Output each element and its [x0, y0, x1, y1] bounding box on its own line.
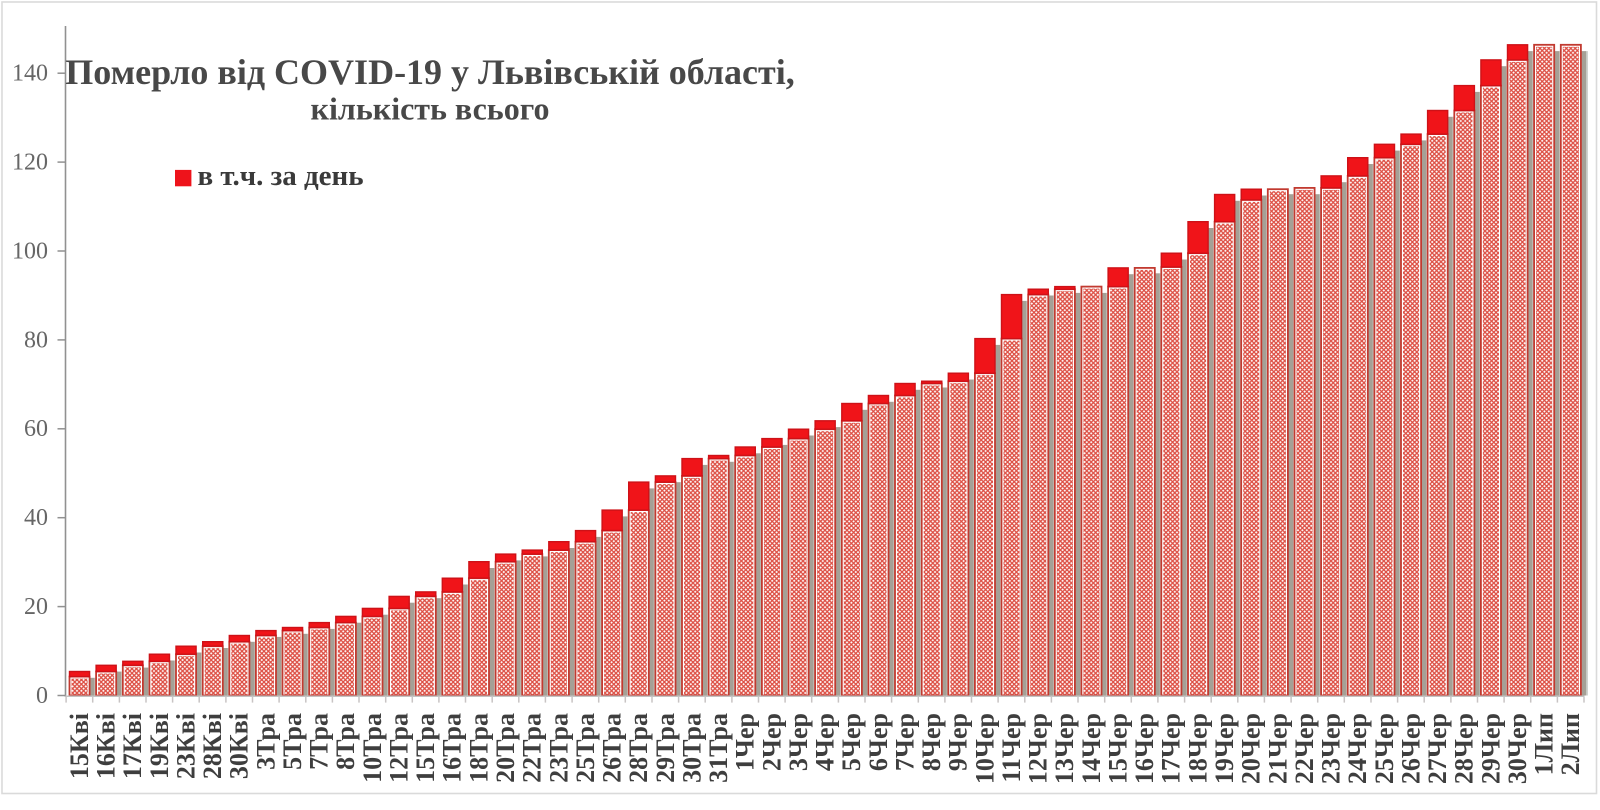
svg-text:28Тра: 28Тра	[624, 713, 653, 783]
svg-text:1Чер: 1Чер	[731, 713, 760, 771]
svg-text:21Чер: 21Чер	[1263, 713, 1292, 784]
svg-text:23Чер: 23Чер	[1317, 713, 1346, 784]
svg-text:80: 80	[24, 327, 48, 353]
svg-text:0: 0	[36, 683, 48, 709]
svg-text:20: 20	[24, 594, 48, 620]
svg-text:23Тра: 23Тра	[544, 713, 573, 783]
svg-text:22Тра: 22Тра	[518, 713, 547, 783]
svg-text:24Чер: 24Чер	[1343, 713, 1372, 784]
svg-text:25Чер: 25Чер	[1370, 713, 1399, 784]
svg-text:4Чер: 4Чер	[811, 713, 840, 771]
svg-text:19Кві: 19Кві	[145, 713, 174, 779]
svg-text:8Чер: 8Чер	[917, 713, 946, 771]
svg-text:25Тра: 25Тра	[571, 713, 600, 783]
svg-text:16Чер: 16Чер	[1130, 713, 1159, 784]
svg-text:20Чер: 20Чер	[1237, 713, 1266, 784]
svg-text:10Чер: 10Чер	[970, 713, 999, 784]
svg-text:140: 140	[12, 61, 48, 87]
svg-text:13Чер: 13Чер	[1050, 713, 1079, 784]
svg-text:6Чер: 6Чер	[864, 713, 893, 771]
svg-text:7Чер: 7Чер	[890, 713, 919, 771]
svg-text:3Чер: 3Чер	[784, 713, 813, 771]
svg-text:30Тра: 30Тра	[677, 713, 706, 783]
svg-text:30Кві: 30Кві	[225, 713, 254, 779]
svg-text:15Кві: 15Кві	[65, 713, 94, 779]
svg-text:29Тра: 29Тра	[651, 713, 680, 783]
svg-text:28Кві: 28Кві	[198, 713, 227, 779]
svg-text:30Чер: 30Чер	[1503, 713, 1532, 784]
svg-text:10Тра: 10Тра	[358, 713, 387, 783]
svg-text:100: 100	[12, 238, 48, 264]
svg-text:26Тра: 26Тра	[598, 713, 627, 783]
svg-text:8Тра: 8Тра	[331, 713, 360, 770]
svg-text:18Чер: 18Чер	[1183, 713, 1212, 784]
svg-text:7Тра: 7Тра	[305, 713, 334, 770]
svg-text:15Тра: 15Тра	[411, 713, 440, 783]
svg-text:5Чер: 5Чер	[837, 713, 866, 771]
svg-text:11Чер: 11Чер	[997, 713, 1026, 783]
svg-text:17Чер: 17Чер	[1157, 713, 1186, 784]
svg-text:16Кві: 16Кві	[92, 713, 121, 779]
svg-text:29Чер: 29Чер	[1476, 713, 1505, 784]
svg-text:18Тра: 18Тра	[464, 713, 493, 783]
svg-text:31Тра: 31Тра	[704, 713, 733, 783]
svg-text:17Кві: 17Кві	[118, 713, 147, 779]
svg-text:3Тра: 3Тра	[251, 713, 280, 770]
svg-text:23Кві: 23Кві	[171, 713, 200, 779]
svg-text:5Тра: 5Тра	[278, 713, 307, 770]
svg-text:14Чер: 14Чер	[1077, 713, 1106, 784]
svg-text:26Чер: 26Чер	[1396, 713, 1425, 784]
svg-text:20Тра: 20Тра	[491, 713, 520, 783]
svg-text:28Чер: 28Чер	[1450, 713, 1479, 784]
svg-text:27Чер: 27Чер	[1423, 713, 1452, 784]
svg-text:120: 120	[12, 150, 48, 176]
svg-text:40: 40	[24, 505, 48, 531]
svg-text:15Чер: 15Чер	[1104, 713, 1133, 784]
svg-text:2Чер: 2Чер	[757, 713, 786, 771]
svg-text:60: 60	[24, 416, 48, 442]
svg-text:22Чер: 22Чер	[1290, 713, 1319, 784]
svg-text:1Лип: 1Лип	[1530, 713, 1559, 775]
svg-text:19Чер: 19Чер	[1210, 713, 1239, 784]
svg-text:Померло від COVID-19 у Львівсь: Померло від COVID-19 у Львівській област…	[65, 52, 794, 92]
svg-text:кількість всього: кількість всього	[311, 91, 550, 127]
svg-text:9Чер: 9Чер	[944, 713, 973, 771]
svg-text:12Тра: 12Тра	[385, 713, 414, 783]
svg-text:12Чер: 12Чер	[1024, 713, 1053, 784]
svg-text:в т.ч. за день: в т.ч. за день	[198, 160, 364, 192]
svg-text:16Тра: 16Тра	[438, 713, 467, 783]
svg-text:2Лип: 2Лип	[1556, 713, 1585, 775]
